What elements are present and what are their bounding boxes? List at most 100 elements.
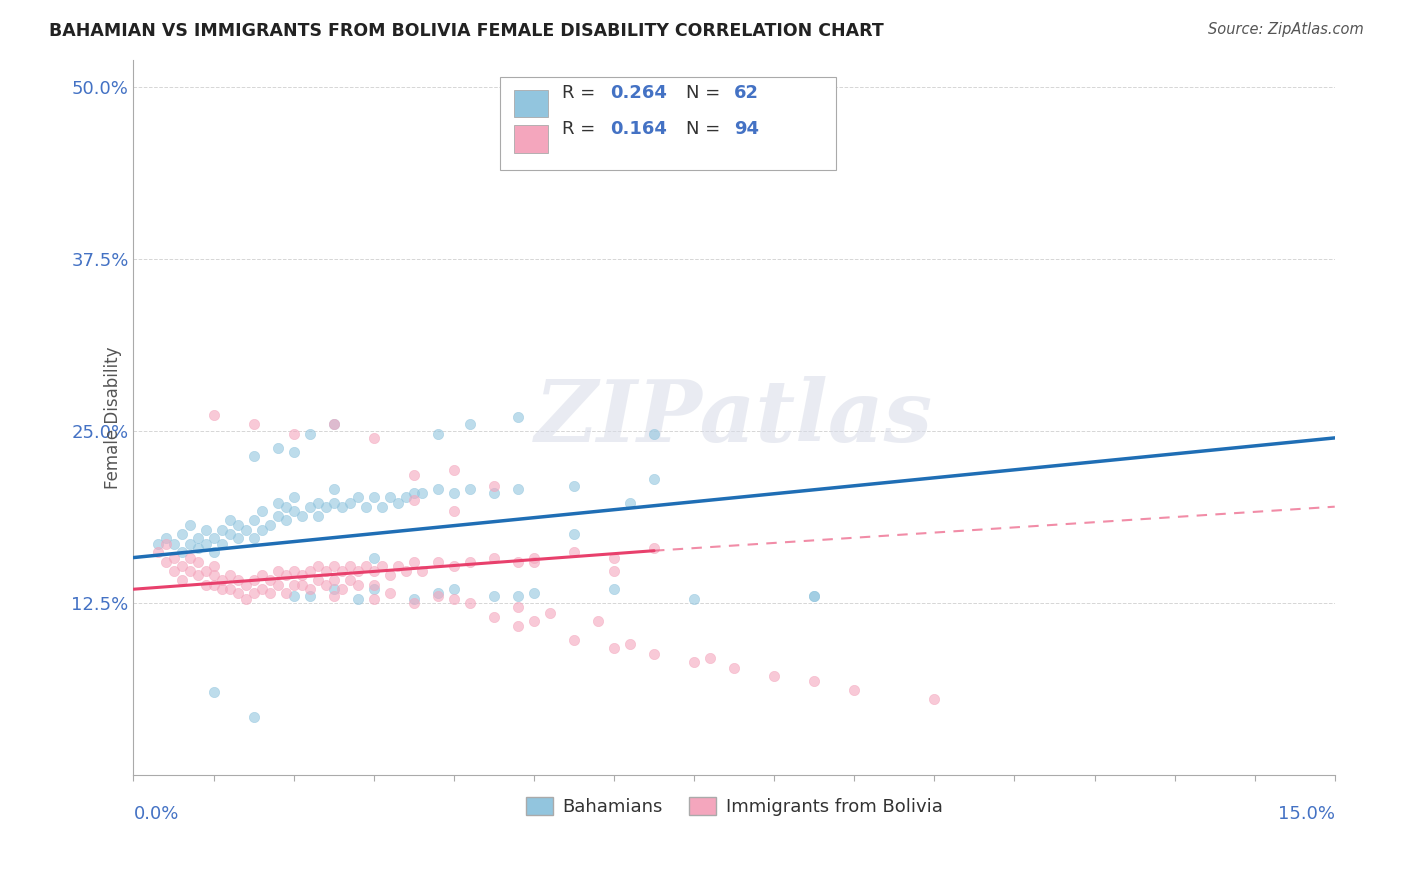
Point — [194, 565, 217, 579]
Legend: Bahamians, Immigrants from Bolivia: Bahamians, Immigrants from Bolivia — [519, 789, 949, 823]
Point — [619, 495, 641, 509]
Point — [218, 513, 240, 527]
Point — [363, 490, 385, 504]
Point — [803, 589, 825, 603]
Text: 0.164: 0.164 — [610, 120, 668, 138]
Text: 0.264: 0.264 — [610, 84, 668, 103]
Point — [458, 596, 481, 610]
Point — [266, 565, 288, 579]
Point — [226, 573, 249, 587]
Point — [202, 558, 225, 573]
Point — [194, 523, 217, 537]
Point — [291, 578, 314, 592]
Point — [307, 495, 329, 509]
Point — [603, 550, 626, 565]
Point — [283, 578, 305, 592]
Point — [283, 565, 305, 579]
Point — [259, 517, 281, 532]
Point — [155, 537, 177, 551]
Point — [844, 682, 866, 697]
Point — [298, 565, 321, 579]
Point — [307, 509, 329, 524]
Point — [291, 509, 314, 524]
Point — [482, 550, 505, 565]
Point — [322, 558, 344, 573]
Point — [202, 545, 225, 559]
Point — [371, 500, 394, 514]
Point — [146, 537, 169, 551]
Point — [402, 486, 425, 500]
Point — [298, 500, 321, 514]
Point — [322, 589, 344, 603]
Point — [187, 555, 209, 569]
Point — [763, 669, 786, 683]
Point — [235, 591, 257, 606]
Point — [162, 565, 184, 579]
Point — [443, 462, 465, 476]
Point — [482, 589, 505, 603]
Point — [402, 596, 425, 610]
Point — [562, 527, 585, 541]
Point — [322, 573, 344, 587]
Point — [506, 555, 529, 569]
FancyBboxPatch shape — [515, 89, 548, 117]
Point — [346, 578, 368, 592]
Point — [298, 426, 321, 441]
Point — [363, 431, 385, 445]
Point — [346, 591, 368, 606]
Point — [322, 482, 344, 496]
Point — [211, 523, 233, 537]
Point — [506, 410, 529, 425]
Text: 94: 94 — [734, 120, 759, 138]
Point — [378, 586, 401, 600]
Point — [315, 565, 337, 579]
Point — [226, 586, 249, 600]
Point — [339, 558, 361, 573]
Point — [202, 568, 225, 582]
Point — [283, 426, 305, 441]
Point — [619, 637, 641, 651]
Point — [538, 606, 561, 620]
Point — [523, 555, 546, 569]
Point — [339, 495, 361, 509]
Point — [155, 531, 177, 545]
Point — [194, 537, 217, 551]
Point — [506, 482, 529, 496]
Point — [291, 568, 314, 582]
Point — [426, 586, 449, 600]
Point — [179, 537, 201, 551]
Point — [283, 504, 305, 518]
Point — [226, 517, 249, 532]
Point — [218, 527, 240, 541]
Point — [274, 513, 297, 527]
Point — [274, 500, 297, 514]
Point — [443, 504, 465, 518]
Point — [699, 651, 721, 665]
Point — [458, 555, 481, 569]
Text: Source: ZipAtlas.com: Source: ZipAtlas.com — [1208, 22, 1364, 37]
Point — [346, 565, 368, 579]
Point — [266, 509, 288, 524]
Point — [443, 558, 465, 573]
Point — [443, 582, 465, 597]
Point — [274, 568, 297, 582]
Point — [162, 537, 184, 551]
Text: 15.0%: 15.0% — [1278, 805, 1334, 823]
Point — [683, 591, 706, 606]
Point — [378, 568, 401, 582]
Point — [146, 545, 169, 559]
Text: BAHAMIAN VS IMMIGRANTS FROM BOLIVIA FEMALE DISABILITY CORRELATION CHART: BAHAMIAN VS IMMIGRANTS FROM BOLIVIA FEMA… — [49, 22, 884, 40]
Point — [723, 660, 745, 674]
Point — [363, 565, 385, 579]
Point — [643, 541, 665, 555]
Point — [346, 490, 368, 504]
Point — [218, 568, 240, 582]
Text: N =: N = — [686, 120, 725, 138]
Point — [202, 408, 225, 422]
Y-axis label: Female Disability: Female Disability — [104, 346, 122, 489]
Point — [411, 565, 433, 579]
Point — [562, 545, 585, 559]
Point — [330, 565, 353, 579]
Point — [187, 568, 209, 582]
Point — [298, 589, 321, 603]
